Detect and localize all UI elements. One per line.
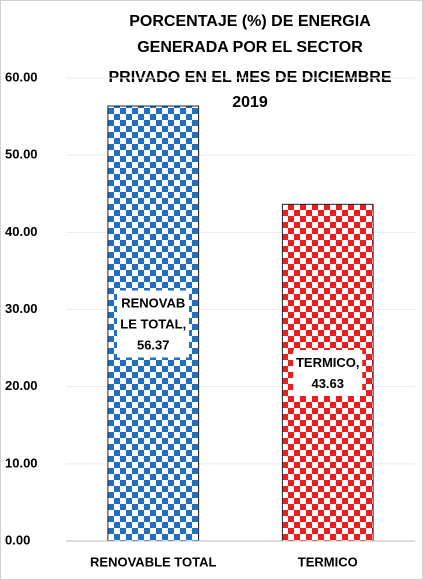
y-tick-label: 10.00 (5, 455, 38, 470)
y-tick-label: 60.00 (5, 69, 38, 84)
y-tick-label: 30.00 (5, 301, 38, 316)
chart-title: 2019 (232, 94, 268, 111)
x-tick-label: TERMICO (298, 554, 358, 569)
y-tick-label: 50.00 (5, 147, 38, 162)
y-tick-label: 20.00 (5, 378, 38, 393)
chart-title: PORCENTAJE (%) DE ENERGIA (129, 13, 371, 30)
data-label: TERMICO, 43.63 (292, 349, 363, 396)
y-tick-label: 0.00 (5, 532, 30, 547)
chart-title: GENERADA POR EL SECTOR (137, 39, 363, 56)
y-tick-label: 40.00 (5, 224, 38, 239)
x-tick-label: RENOVABLE TOTAL (90, 554, 216, 569)
data-label: RENOVAB LE TOTAL, 56.37 (117, 290, 190, 357)
